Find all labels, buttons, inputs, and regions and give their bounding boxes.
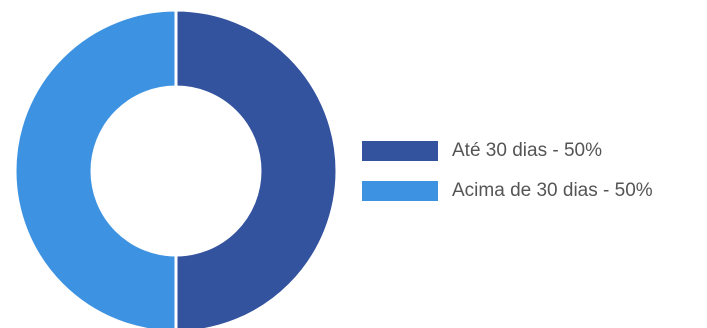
legend-swatch-ate-30-dias (362, 141, 438, 161)
legend-swatch-acima-30-dias (362, 181, 438, 201)
donut-chart (13, 8, 339, 328)
chart-legend: Até 30 dias - 50% Acima de 30 dias - 50% (362, 139, 653, 219)
donut-slice-ate-30-dias[interactable] (174, 8, 339, 328)
legend-item-acima-30-dias[interactable]: Acima de 30 dias - 50% (362, 179, 653, 203)
legend-item-ate-30-dias[interactable]: Até 30 dias - 50% (362, 139, 653, 163)
legend-label-ate-30-dias: Até 30 dias - 50% (452, 140, 602, 161)
donut-slice-acima-30-dias[interactable] (13, 8, 178, 328)
legend-label-acima-30-dias: Acima de 30 dias - 50% (452, 180, 653, 201)
